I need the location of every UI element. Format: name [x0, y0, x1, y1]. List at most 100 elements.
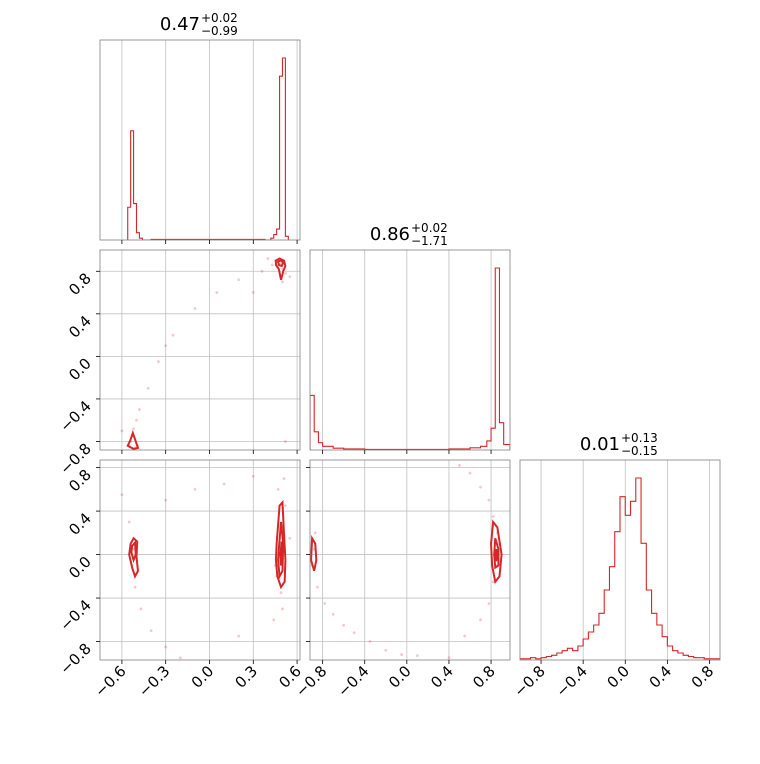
- title-1-median: 0.86: [370, 224, 410, 245]
- scatter-point: [487, 602, 491, 605]
- scatter-point: [138, 408, 141, 411]
- x-tick-label: −0.4: [334, 662, 372, 700]
- x-tick-label: 0.4: [427, 662, 457, 692]
- scatter-point: [237, 278, 241, 282]
- title-param-2: 0.01 +0.13 −0.15: [580, 431, 658, 458]
- y-tick-label: 0.4: [65, 509, 95, 539]
- panel-hist-0: [99, 39, 301, 244]
- scatter-point: [284, 440, 287, 443]
- density-contour: [279, 541, 284, 566]
- y-tick-label: 0.4: [65, 312, 95, 342]
- scatter-point: [171, 333, 175, 337]
- scatter-point: [491, 515, 495, 518]
- density-contour: [277, 521, 285, 580]
- scatter-point: [352, 631, 356, 635]
- scatter-point: [384, 648, 388, 652]
- scatter-point: [251, 291, 255, 294]
- axes-frame: [99, 39, 301, 241]
- scatter-point: [146, 386, 150, 390]
- scatter-point: [120, 493, 124, 497]
- density-contour: [274, 499, 287, 590]
- scatter-point: [251, 474, 255, 478]
- scatter-point: [368, 640, 372, 643]
- title-2-minus: −0.15: [621, 444, 658, 458]
- plot-area-scatter-01: [100, 250, 300, 450]
- scatter-point: [284, 504, 287, 508]
- panel-scatter-02: −0.6 −0.3 0.0 0.3 0.6−0.8−0.40.00.40.8: [56, 459, 305, 701]
- panel-scatter-01: −0.8−0.40.00.40.8: [56, 249, 301, 478]
- x-tick-label: 0.0: [603, 662, 633, 692]
- scatter-point: [282, 477, 286, 480]
- scatter-point: [491, 580, 495, 584]
- scatter-point: [288, 536, 292, 540]
- scatter-point: [468, 471, 472, 475]
- scatter-point: [260, 269, 264, 273]
- panel-scatter-12: −0.8 −0.4 0.0 0.4 0.8: [292, 459, 511, 701]
- y-tick-label: 0.0: [65, 553, 95, 583]
- scatter-point: [127, 520, 131, 524]
- x-tick-label: 0.0: [188, 662, 218, 692]
- scatter-point: [139, 607, 143, 611]
- histogram-step-2: [520, 477, 720, 660]
- x-tick-label: 0.4: [646, 662, 676, 692]
- title-0-median: 0.47: [160, 14, 200, 35]
- y-tick-label: −0.8: [56, 640, 94, 678]
- density-contour: [130, 540, 137, 564]
- axes-frame: [99, 249, 301, 451]
- axes-frame: [519, 459, 721, 661]
- plot-area-hist-1: [310, 250, 510, 450]
- x-tick-label: 0.8: [688, 662, 718, 692]
- axes-frame: [309, 249, 511, 451]
- title-1-minus: −1.71: [411, 234, 448, 248]
- density-contour: [494, 548, 499, 562]
- scatter-point: [288, 275, 292, 278]
- scatter-point: [279, 591, 283, 595]
- plot-area-scatter-12: [310, 460, 510, 660]
- histogram-step-1: [310, 267, 510, 450]
- scatter-point: [135, 418, 138, 422]
- title-2-plus: +0.13: [621, 431, 658, 445]
- x-tick-label: 0.0: [385, 662, 415, 692]
- scatter-point: [313, 531, 317, 535]
- scatter-point: [463, 634, 467, 638]
- scatter-point: [164, 344, 168, 348]
- scatter-point: [487, 498, 491, 502]
- plot-area-scatter-02: [100, 460, 300, 660]
- x-tick-label: −0.3: [135, 662, 173, 700]
- scatter-point: [272, 618, 276, 622]
- scatter-point: [479, 485, 482, 489]
- scatter-point: [323, 602, 327, 605]
- plot-area-hist-2: [520, 460, 720, 660]
- scatter-point: [479, 618, 482, 622]
- scatter-point: [237, 634, 241, 638]
- title-0-minus: −0.99: [201, 24, 238, 38]
- scatter-point: [342, 623, 346, 627]
- scatter-point: [222, 482, 226, 486]
- scatter-point: [193, 487, 197, 491]
- density-contour: [310, 534, 318, 572]
- scatter-point: [215, 291, 219, 294]
- x-tick-label: 0.8: [469, 662, 499, 692]
- axes-frame: [309, 459, 511, 661]
- x-tick-label: 0.3: [232, 662, 262, 692]
- x-tick-label: −0.8: [510, 662, 548, 700]
- scatter-point: [415, 654, 419, 658]
- scatter-point: [178, 656, 182, 660]
- panel-hist-1: [309, 249, 511, 454]
- density-contour: [128, 536, 139, 579]
- scatter-point: [281, 607, 284, 611]
- panel-hist-2: −0.8 −0.4 0.0 0.4 0.8: [510, 459, 721, 701]
- scatter-point: [132, 547, 135, 551]
- scatter-point: [458, 464, 461, 467]
- scatter-point: [315, 585, 319, 589]
- density-contour: [490, 519, 503, 585]
- x-tick-label: −0.4: [552, 662, 590, 700]
- x-tick-label: −0.6: [91, 662, 129, 700]
- histogram-step-0: [127, 57, 289, 240]
- scatter-point: [270, 263, 274, 267]
- density-contour: [126, 429, 140, 450]
- scatter-point: [266, 257, 270, 260]
- scatter-point: [149, 629, 153, 633]
